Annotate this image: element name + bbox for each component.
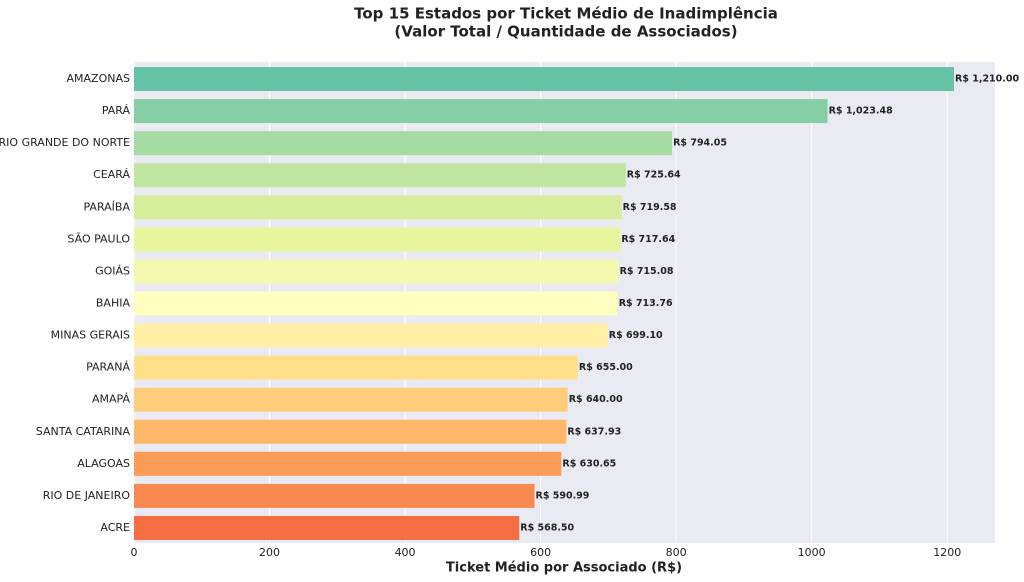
bar	[134, 67, 954, 92]
x-axis-label: Ticket Médio por Associado (R$)	[446, 561, 682, 576]
x-tick-label: 0	[131, 546, 138, 559]
bar	[134, 483, 535, 508]
bar	[134, 515, 520, 540]
y-tick-label: RIO DE JANEIRO	[43, 489, 131, 502]
y-tick-label: SANTA CATARINA	[36, 425, 131, 438]
value-label: R$ 640.00	[569, 394, 623, 405]
value-label: R$ 655.00	[579, 362, 633, 373]
value-label: R$ 1,210.00	[955, 74, 1020, 85]
x-tick-label: 200	[259, 546, 280, 559]
value-label: R$ 715.08	[620, 266, 674, 277]
chart-title: Top 15 Estados por Ticket Médio de Inadi…	[354, 5, 778, 23]
value-label: R$ 725.64	[627, 170, 681, 181]
value-label: R$ 717.64	[621, 234, 675, 245]
bar	[134, 387, 568, 412]
value-label: R$ 699.10	[609, 330, 663, 341]
value-label: R$ 713.76	[619, 298, 673, 309]
x-tick-label: 400	[395, 546, 416, 559]
y-tick-label: AMAPÁ	[92, 393, 130, 406]
x-tick-label: 1200	[933, 546, 961, 559]
value-label: R$ 590.99	[536, 490, 590, 501]
chart-subtitle: (Valor Total / Quantidade de Associados)	[394, 23, 737, 41]
y-tick-label: PARAÍBA	[84, 200, 131, 213]
y-tick-label: MINAS GERAIS	[51, 329, 130, 342]
bar	[134, 195, 622, 220]
x-tick-label: 1000	[798, 546, 826, 559]
value-label: R$ 637.93	[567, 426, 621, 437]
y-tick-label: RIO GRANDE DO NORTE	[0, 136, 130, 149]
y-tick-label: PARÁ	[102, 104, 131, 117]
value-label: R$ 794.05	[673, 138, 727, 149]
bar	[134, 355, 578, 380]
x-tick-label: 800	[666, 546, 687, 559]
bar	[134, 291, 618, 316]
y-tick-label: ACRE	[100, 521, 130, 534]
bar	[134, 323, 608, 348]
y-tick-label: GOIÁS	[95, 264, 130, 277]
y-tick-label: BAHIA	[96, 297, 131, 310]
y-tick-label: SÃO PAULO	[67, 232, 130, 245]
y-tick-label: AMAZONAS	[67, 72, 130, 85]
value-label: R$ 719.58	[623, 202, 677, 213]
value-label: R$ 630.65	[562, 458, 616, 469]
bar	[134, 131, 673, 156]
bar	[134, 419, 567, 444]
bar	[134, 99, 828, 124]
bar	[134, 227, 621, 252]
value-label: R$ 1,023.48	[829, 106, 894, 117]
y-tick-label: ALAGOAS	[77, 457, 130, 470]
bar	[134, 451, 562, 476]
bar	[134, 163, 626, 188]
value-label: R$ 568.50	[520, 522, 574, 533]
x-tick-label: 600	[530, 546, 551, 559]
y-tick-label: CEARÁ	[93, 168, 130, 181]
bar	[134, 259, 619, 284]
y-tick-label: PARANÁ	[86, 361, 130, 374]
